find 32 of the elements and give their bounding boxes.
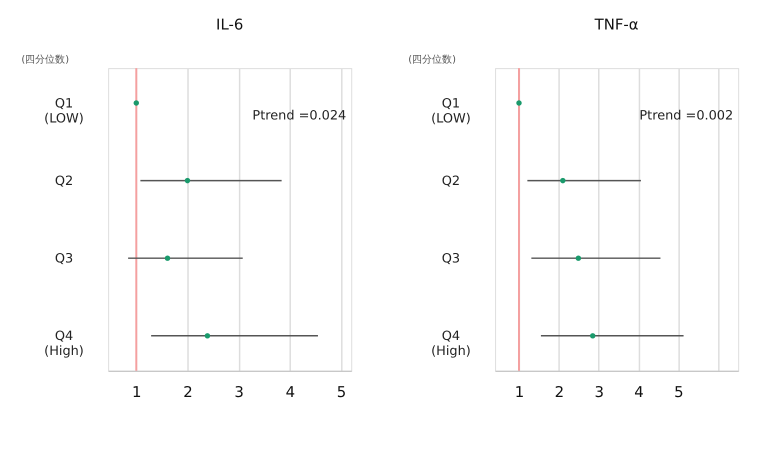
x-tick-label: 1	[514, 382, 524, 401]
y-tick-label: Q2	[442, 174, 460, 190]
y-tick-label: Q4 (High)	[431, 329, 471, 360]
y-tick-label: Q1 (LOW)	[431, 96, 471, 126]
y-tick-label: Q4 (High)	[44, 329, 84, 360]
point	[590, 333, 596, 338]
point	[560, 178, 566, 184]
x-tick-label: 2	[554, 382, 564, 401]
y-tick-label: Q2	[54, 174, 74, 190]
x-tick-label: 3	[234, 382, 244, 401]
point	[184, 178, 190, 184]
y-tick-label: Q1 (LOW)	[44, 96, 84, 126]
y-tick-label: Q3	[54, 252, 74, 267]
point	[134, 100, 140, 106]
x-tick-label: 4	[634, 382, 644, 401]
chart-title: IL-6	[216, 15, 244, 34]
point	[204, 333, 210, 338]
point	[516, 100, 522, 106]
x-tick-label: 5	[674, 382, 684, 401]
x-tick-label: 5	[336, 382, 346, 401]
x-tick-label: 3	[594, 382, 604, 401]
y-axis-title: (四分位数)	[21, 54, 70, 66]
x-tick-label: 2	[183, 382, 193, 401]
y-tick-label: Q3	[442, 252, 460, 267]
annotation: Ptrend =0.024	[252, 108, 346, 124]
annotation: Ptrend =0.002	[639, 108, 734, 124]
point	[164, 255, 170, 261]
y-axis-title: (四分位数)	[408, 54, 456, 66]
chart-title: TNF-α	[594, 15, 639, 34]
x-tick-label: 4	[286, 382, 296, 401]
point	[576, 255, 582, 261]
x-tick-label: 1	[132, 382, 142, 401]
